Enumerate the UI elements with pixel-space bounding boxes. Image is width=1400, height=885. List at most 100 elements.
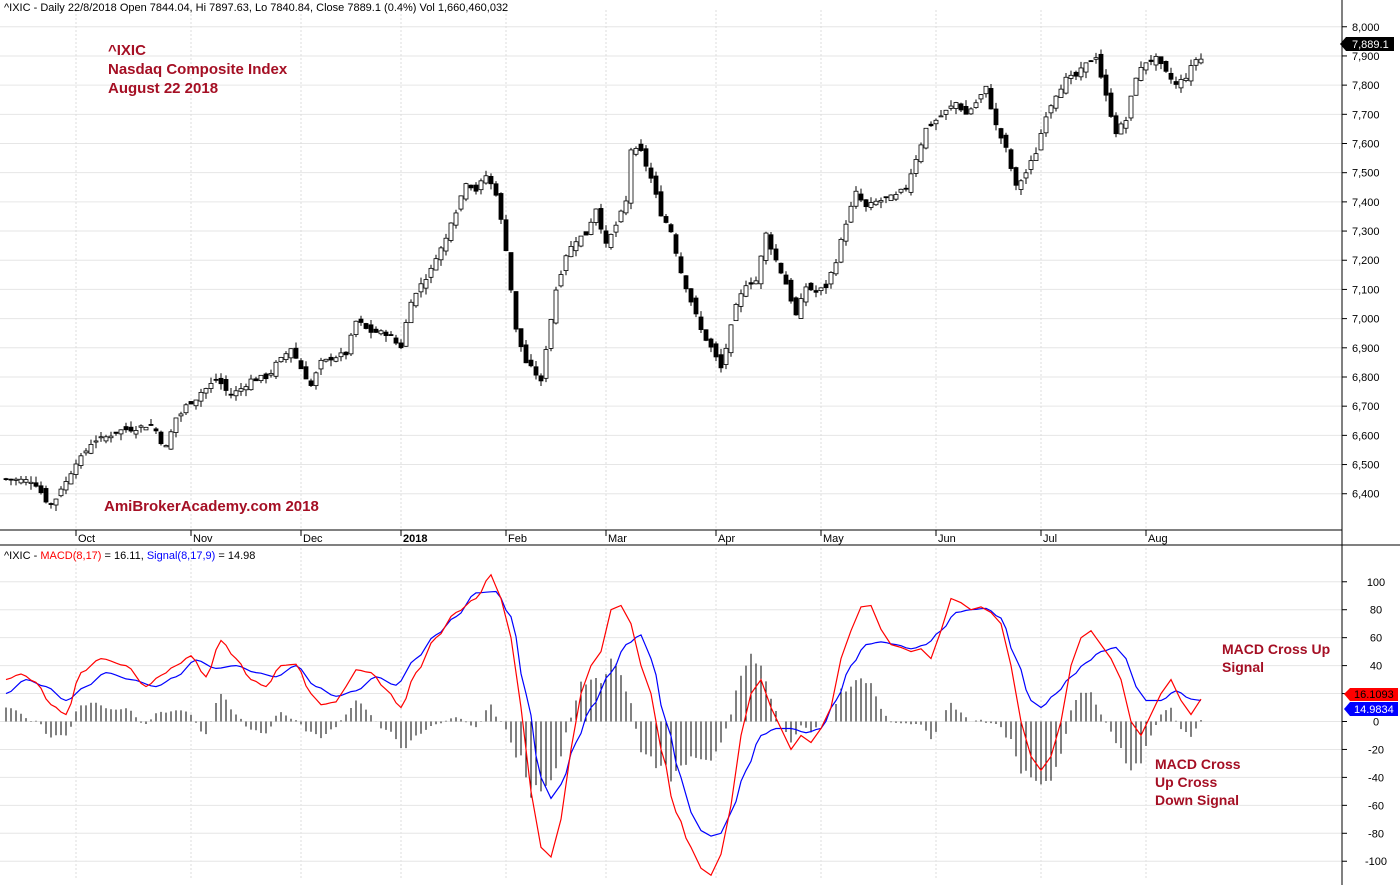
macd-value-tag-text: 16.1093 — [1354, 689, 1394, 701]
candle-body — [973, 102, 979, 108]
candle-body — [183, 404, 189, 414]
candle-body — [523, 344, 529, 364]
price-tick-label: 7,800 — [1352, 80, 1380, 92]
candle — [8, 478, 14, 486]
candle-body — [1093, 57, 1099, 60]
candle-body — [953, 102, 959, 109]
candle-body — [1163, 61, 1169, 72]
candle-body — [1098, 53, 1104, 78]
candle-body — [803, 286, 809, 303]
month-label: Nov — [193, 533, 213, 545]
candle-body — [513, 291, 519, 330]
candle-body — [483, 175, 489, 184]
candle — [948, 100, 954, 111]
candle-body — [1033, 153, 1039, 161]
candle — [413, 292, 419, 308]
candle — [1198, 53, 1204, 65]
price-tick-label: 6,900 — [1352, 343, 1380, 355]
cross-down-line-1: MACD Cross — [1155, 756, 1241, 772]
candle-body — [313, 372, 319, 387]
candle — [603, 225, 609, 248]
candle-body — [463, 183, 469, 200]
candle-body — [748, 282, 754, 285]
candle — [838, 237, 844, 264]
candle — [928, 121, 934, 127]
price-tick-label: 7,700 — [1352, 109, 1380, 121]
candle-body — [378, 330, 384, 335]
candle-body — [503, 219, 509, 252]
candle — [1053, 95, 1059, 112]
candle — [518, 328, 524, 352]
candle-body — [558, 274, 564, 287]
month-x-axis: Oct Nov Dec 2018 Feb Mar Apr May Jun Jul Aug — [75, 530, 1168, 545]
candle-body — [988, 88, 994, 110]
candle — [663, 214, 669, 224]
candle — [463, 182, 469, 202]
candle-body — [268, 373, 274, 376]
candle-body — [788, 279, 794, 302]
candle — [3, 477, 9, 481]
candle-body — [278, 357, 284, 363]
candle-body — [1128, 95, 1134, 119]
candle-body — [48, 503, 54, 505]
candle — [608, 233, 614, 250]
candle-body — [203, 388, 209, 394]
price-tick-label: 6,700 — [1352, 401, 1380, 413]
candle-body — [63, 481, 69, 491]
candle — [308, 378, 314, 388]
candle — [643, 145, 649, 172]
price-tick-label: 7,900 — [1352, 51, 1380, 63]
price-tick-label: 7,500 — [1352, 168, 1380, 180]
candle-body — [133, 430, 139, 435]
candle-body — [868, 202, 874, 208]
candle-body — [158, 431, 164, 445]
candle-body — [1133, 77, 1139, 96]
candle — [1128, 95, 1134, 121]
candle — [143, 426, 149, 431]
candle — [738, 289, 744, 313]
candle-body — [913, 159, 919, 174]
candle-body — [1148, 59, 1154, 62]
candle — [1193, 57, 1199, 71]
candle — [293, 342, 299, 359]
price-tick-label: 6,800 — [1352, 372, 1380, 384]
candle — [1008, 148, 1014, 172]
candle — [203, 387, 209, 399]
candle — [548, 318, 554, 352]
candle — [633, 146, 639, 157]
candle — [438, 245, 444, 266]
candle-body — [858, 193, 864, 201]
candle — [843, 220, 849, 246]
price-pane: 6,400 6,500 6,600 6,700 6,800 6,900 7,000 7,100… — [0, 2, 1394, 545]
candle — [1103, 69, 1109, 102]
candle — [343, 351, 349, 360]
candle-body — [598, 208, 604, 230]
candle — [388, 331, 394, 336]
candle-body — [388, 334, 394, 336]
candle-body — [323, 358, 329, 362]
candle — [913, 155, 919, 177]
candle-body — [633, 148, 639, 155]
candle — [653, 171, 659, 199]
candle — [468, 184, 474, 191]
last-price-tag: 7,889.1 — [1340, 37, 1394, 51]
candle-body — [73, 463, 79, 475]
candle — [888, 194, 894, 201]
candle-body — [258, 374, 264, 381]
price-tick-label: 7,600 — [1352, 139, 1380, 151]
macd-tick-label: -40 — [1368, 772, 1384, 784]
candle — [63, 476, 69, 495]
macd-tick-label: 0 — [1373, 717, 1379, 729]
candle-body — [773, 248, 779, 261]
macd-tick-label: -80 — [1368, 828, 1384, 840]
candle — [73, 459, 79, 479]
candle — [528, 354, 534, 368]
candle — [793, 296, 799, 316]
candle — [68, 470, 74, 485]
candle-body — [3, 478, 9, 481]
candle-body — [1003, 134, 1009, 148]
candle-body — [298, 360, 304, 370]
candle — [1158, 56, 1164, 70]
candle — [538, 373, 544, 386]
candle-body — [1193, 59, 1199, 66]
